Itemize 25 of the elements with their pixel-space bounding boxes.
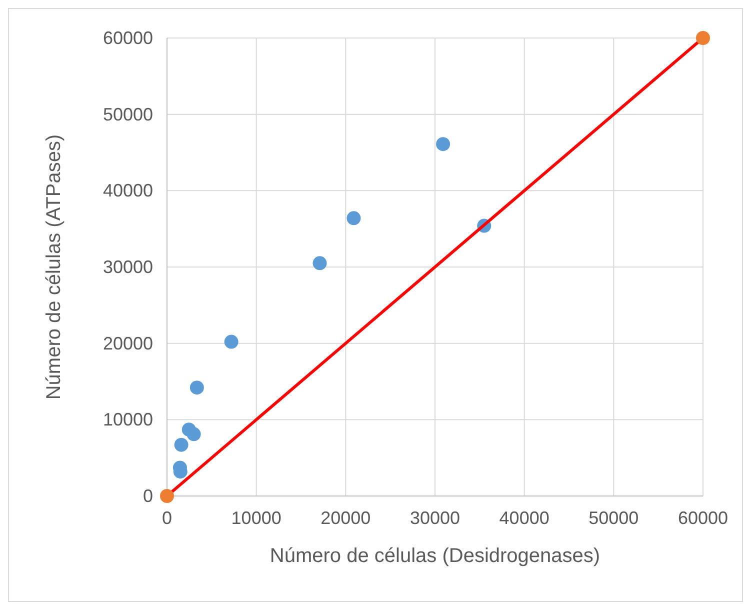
y-tick-label: 10000 <box>102 410 153 430</box>
y-tick-label: 60000 <box>102 28 153 48</box>
x-tick-label: 10000 <box>231 508 282 528</box>
point <box>346 211 361 226</box>
point <box>312 256 327 270</box>
x-tick-label: 0 <box>162 508 172 528</box>
y-tick-label: 0 <box>142 486 153 506</box>
point <box>174 438 188 452</box>
x-tick-label: 30000 <box>410 508 460 528</box>
x-axis-title: Número de células (Desidrogenases) <box>270 545 600 567</box>
point <box>160 489 174 503</box>
y-tick-label: 30000 <box>102 257 153 277</box>
y-tick-label: 40000 <box>102 180 153 201</box>
point <box>224 334 238 349</box>
x-tick-label: 50000 <box>588 508 639 528</box>
x-tick-label: 20000 <box>320 508 371 528</box>
y-tick-label: 50000 <box>102 104 153 124</box>
point <box>436 137 450 152</box>
x-tick-label: 40000 <box>499 508 550 528</box>
point <box>190 380 204 395</box>
point <box>696 31 710 45</box>
y-axis-title: Número de células (ATPases) <box>43 134 65 400</box>
x-tick-label: 60000 <box>678 508 728 528</box>
point <box>186 427 201 442</box>
y-tick-label: 20000 <box>102 333 153 354</box>
